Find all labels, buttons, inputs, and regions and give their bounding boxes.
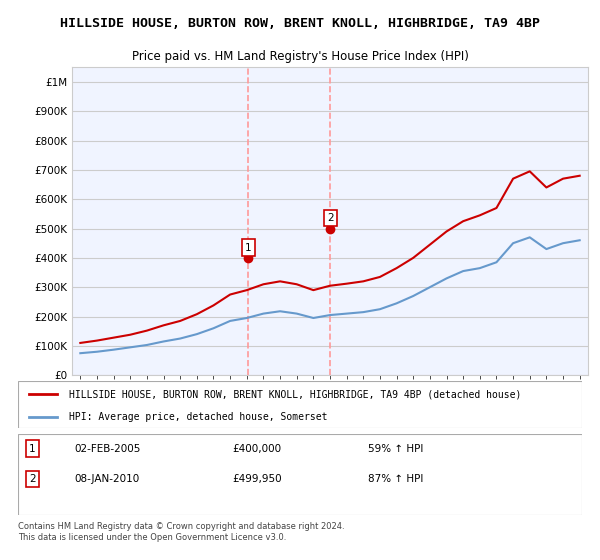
FancyBboxPatch shape	[18, 434, 582, 515]
FancyBboxPatch shape	[18, 381, 582, 428]
Text: HILLSIDE HOUSE, BURTON ROW, BRENT KNOLL, HIGHBRIDGE, TA9 4BP (detached house): HILLSIDE HOUSE, BURTON ROW, BRENT KNOLL,…	[69, 389, 521, 399]
Text: 87% ↑ HPI: 87% ↑ HPI	[368, 474, 423, 484]
Text: Contains HM Land Registry data © Crown copyright and database right 2024.
This d: Contains HM Land Registry data © Crown c…	[18, 522, 344, 542]
Text: £400,000: £400,000	[232, 444, 281, 454]
Text: 08-JAN-2010: 08-JAN-2010	[74, 474, 140, 484]
Text: 2: 2	[29, 474, 36, 484]
Text: Price paid vs. HM Land Registry's House Price Index (HPI): Price paid vs. HM Land Registry's House …	[131, 50, 469, 63]
Text: £499,950: £499,950	[232, 474, 282, 484]
Text: 1: 1	[29, 444, 36, 454]
Text: HPI: Average price, detached house, Somerset: HPI: Average price, detached house, Some…	[69, 412, 327, 422]
Text: HILLSIDE HOUSE, BURTON ROW, BRENT KNOLL, HIGHBRIDGE, TA9 4BP: HILLSIDE HOUSE, BURTON ROW, BRENT KNOLL,…	[60, 17, 540, 30]
Text: 1: 1	[245, 242, 251, 253]
Text: 02-FEB-2005: 02-FEB-2005	[74, 444, 141, 454]
Text: 2: 2	[327, 213, 334, 223]
Text: 59% ↑ HPI: 59% ↑ HPI	[368, 444, 423, 454]
